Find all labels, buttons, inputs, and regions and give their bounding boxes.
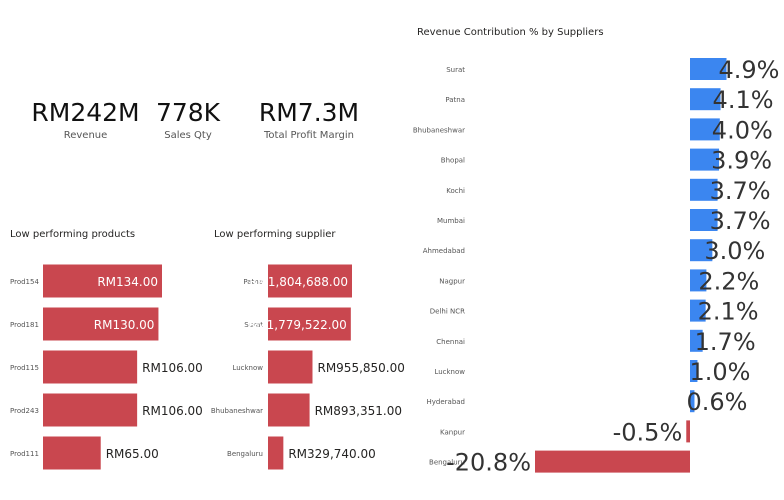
bar <box>690 118 720 141</box>
data-label: 4.9% <box>719 56 780 84</box>
kpi-profit-margin-value: RM7.3M <box>258 98 360 127</box>
bar <box>690 178 718 201</box>
kpi-sales-qty: 778K Sales Qty <box>138 98 238 141</box>
data-label: RM955,850.00 <box>317 361 404 375</box>
category-label: Nagpur <box>439 277 465 285</box>
kpi-revenue: RM242M Revenue <box>28 98 143 141</box>
bar <box>43 393 138 427</box>
bar <box>690 58 727 80</box>
category-label: Bhubaneshwar <box>413 126 465 134</box>
category-label: Prod154 <box>10 278 39 286</box>
data-label: RM1,779,522.00 <box>248 318 347 332</box>
category-label: Surat <box>446 66 465 74</box>
bar <box>690 329 703 352</box>
bar <box>690 88 721 111</box>
category-label: Ahmedabad <box>423 247 465 255</box>
category-label: Prod111 <box>10 450 39 458</box>
category-label: Kochi <box>446 187 465 195</box>
category-label: Kanpur <box>440 428 465 436</box>
data-label: RM130.00 <box>94 318 155 332</box>
data-label: -20.8% <box>446 449 531 477</box>
bar <box>43 264 162 298</box>
data-label: 3.0% <box>704 237 765 265</box>
supplier-chart-title: Low performing supplier <box>214 229 336 240</box>
products-chart-title: Low performing products <box>10 229 136 240</box>
bar <box>690 269 707 292</box>
contribution-chart-title: Revenue Contribution % by Suppliers <box>417 27 604 38</box>
bar <box>690 299 706 322</box>
data-label: 2.2% <box>698 267 759 295</box>
category-label: Chennai <box>436 338 465 346</box>
kpi-profit-margin: RM7.3M Total Profit Margin <box>249 98 369 141</box>
kpi-revenue-label: Revenue <box>63 130 108 141</box>
kpi-revenue-value: RM242M <box>31 98 140 127</box>
data-label: 3.9% <box>711 147 772 175</box>
category-label: Prod115 <box>10 364 39 372</box>
category-label: Bengaluru <box>227 450 263 458</box>
bar <box>268 350 313 384</box>
bar <box>43 350 138 384</box>
category-label: Surat <box>244 321 263 329</box>
category-label: Lucknow <box>434 368 465 376</box>
data-label: RM1,804,688.00 <box>249 275 348 289</box>
data-label: 1.7% <box>695 328 756 356</box>
bar <box>690 148 720 171</box>
data-label: RM65.00 <box>106 447 159 461</box>
data-label: 1.0% <box>689 358 750 386</box>
data-label: 3.7% <box>710 207 771 235</box>
category-label: Hyderabad <box>427 398 466 406</box>
category-label: Bhubaneshwar <box>211 407 263 415</box>
data-label: 2.1% <box>698 298 759 326</box>
kpi-profit-margin-label: Total Profit Margin <box>264 130 354 141</box>
category-label: Prod243 <box>10 407 39 415</box>
bar <box>268 264 352 298</box>
revenue-contribution-chart: Surat 4.9% Patna 4.1% Bhubaneshwar 4.0% Bhopal… <box>413 56 780 477</box>
data-label: RM329,740.00 <box>288 447 375 461</box>
data-label: 4.0% <box>712 116 773 144</box>
bar <box>268 393 310 427</box>
kpi-sales-qty-value: 778K <box>155 98 221 127</box>
bar <box>43 307 159 341</box>
category-label: Patna <box>243 278 263 286</box>
kpi-sales-qty-label: Sales Qty <box>164 130 212 141</box>
bar <box>686 420 690 443</box>
bar <box>690 390 695 413</box>
data-label: 0.6% <box>686 388 747 416</box>
category-label: Bhopal <box>441 157 465 165</box>
category-label: Delhi NCR <box>430 308 465 316</box>
data-label: RM893,351.00 <box>315 404 402 418</box>
bar <box>690 239 713 262</box>
bar <box>535 450 690 473</box>
bar <box>268 307 351 341</box>
category-label: Lucknow <box>232 364 263 372</box>
bar <box>268 436 284 470</box>
bar <box>690 209 718 231</box>
category-label: Bengaluru <box>429 459 465 467</box>
data-label: 3.7% <box>710 177 771 205</box>
low-performing-products-chart: Prod154 RM134.00 Prod181 RM130.00 Prod115 RM1… <box>10 264 203 470</box>
bar <box>690 360 698 382</box>
bar <box>43 436 101 470</box>
data-label: RM106.00 <box>142 361 203 375</box>
category-label: Mumbai <box>437 217 465 225</box>
category-label: Patna <box>445 96 465 104</box>
data-label: 4.1% <box>713 86 774 114</box>
data-label: -0.5% <box>613 418 683 446</box>
category-label: Prod181 <box>10 321 39 329</box>
data-label: RM106.00 <box>142 404 203 418</box>
data-label: RM134.00 <box>97 275 158 289</box>
